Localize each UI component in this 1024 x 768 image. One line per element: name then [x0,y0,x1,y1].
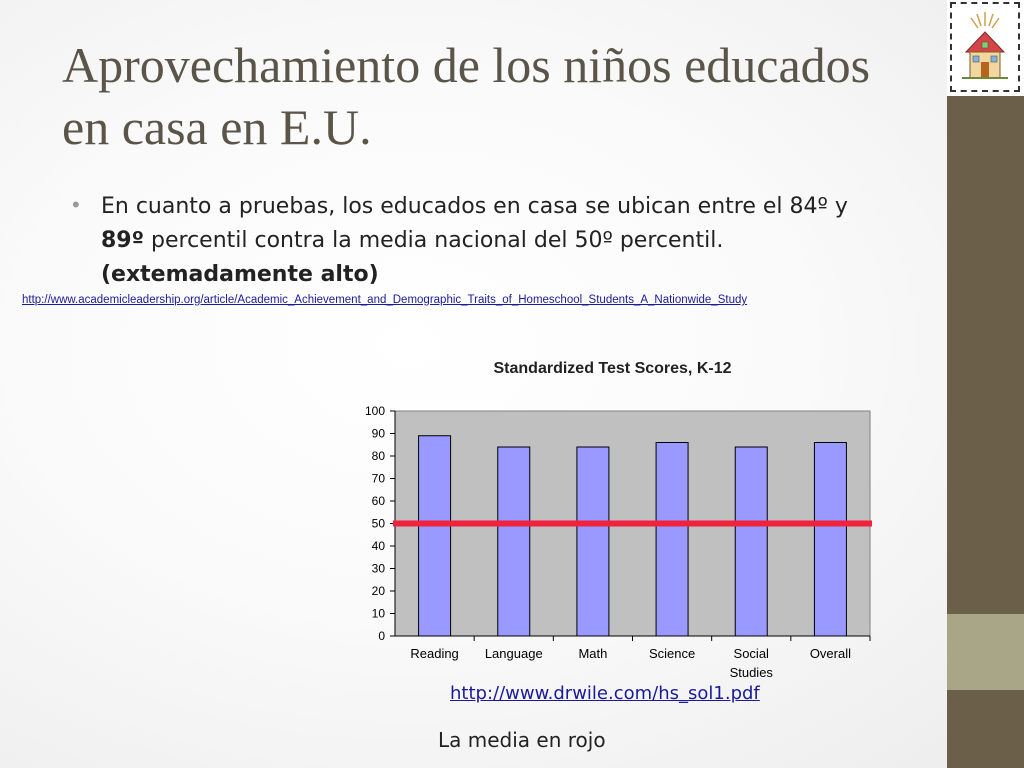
schoolhouse-icon [950,2,1020,92]
bar [497,446,531,637]
y-tick-label: 70 [372,472,386,486]
y-tick-label: 40 [372,539,386,553]
bullet-bold-tail: (extemadamente alto) [101,262,379,287]
x-tick-label: Language [485,646,543,661]
bullet-bold-value: 89º [101,228,145,253]
chart-title: Standardized Test Scores, K-12 [494,360,732,377]
bullet-text: En cuanto a pruebas, los educados en cas… [101,190,892,292]
y-tick-label: 100 [365,404,385,418]
bullet-text-pre: En cuanto a pruebas, los educados en cas… [101,194,848,219]
bar [418,435,452,637]
bar [576,446,610,637]
y-tick-label: 20 [372,584,386,598]
bullet-dot-icon: • [72,192,80,217]
caption-text: La media en rojo [438,728,606,752]
bar [813,442,847,637]
y-tick-label: 10 [372,607,386,621]
x-tick-label: Studies [730,665,774,680]
bullet-text-post: percentil contra la media nacional del 5… [144,228,724,253]
x-tick-label: Reading [410,646,458,661]
right-panel-light-band [947,614,1024,690]
y-tick-label: 60 [372,494,386,508]
y-tick-label: 0 [378,629,385,643]
bar [734,446,768,637]
x-tick-label: Math [578,646,607,661]
y-tick-label: 50 [372,517,386,531]
chart-source-link[interactable]: http://www.drwile.com/hs_sol1.pdf [450,683,760,704]
bullet-point: • En cuanto a pruebas, los educados en c… [72,190,892,292]
y-tick-label: 90 [372,427,386,441]
bar [655,442,689,637]
slide-title: Aprovechamiento de los niños educados en… [62,37,871,155]
x-tick-label: Overall [810,646,851,661]
y-tick-label: 30 [372,562,386,576]
x-tick-label: Social [734,646,770,661]
y-tick-label: 80 [372,449,386,463]
x-tick-label: Science [649,646,695,661]
right-panel-dark-band-bottom [947,690,1024,768]
bar-chart: Standardized Test Scores, K-12 0 10 20 30 40 5… [365,360,872,680]
right-panel-dark-band [947,96,1024,614]
source-link[interactable]: http://www.academicleadership.org/articl… [22,294,748,306]
right-decor-panel [947,0,1024,768]
